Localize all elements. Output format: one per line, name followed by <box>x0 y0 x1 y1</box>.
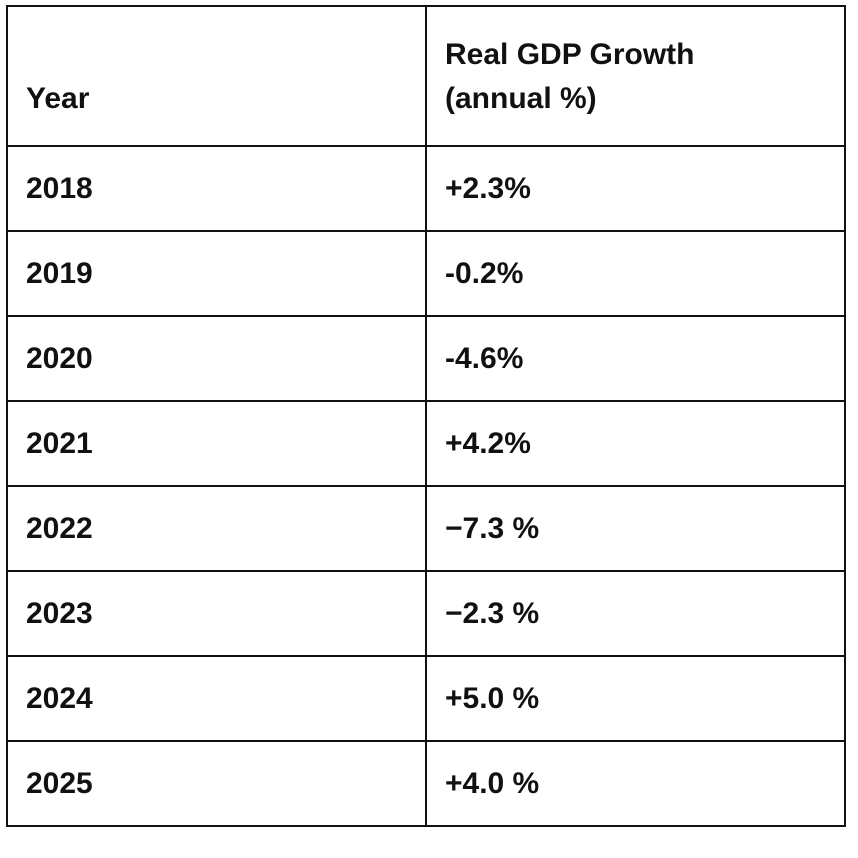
growth-cell: −7.3 % <box>425 485 846 572</box>
header-row: Year Real GDP Growth (annual %) <box>6 5 846 147</box>
table-head: Year Real GDP Growth (annual %) <box>6 5 846 147</box>
year-cell: 2024 <box>6 655 427 742</box>
growth-cell: -4.6% <box>425 315 846 402</box>
table-row: 2021 +4.2% <box>6 400 846 487</box>
table-body: 2018 +2.3% 2019 -0.2% 2020 -4.6% 2021 +4.2% 2022… <box>6 145 846 827</box>
table-row: 2024 +5.0 % <box>6 655 846 742</box>
table-row: 2018 +2.3% <box>6 145 846 232</box>
growth-cell: -0.2% <box>425 230 846 317</box>
year-cell: 2023 <box>6 570 427 657</box>
year-cell: 2018 <box>6 145 427 232</box>
year-cell: 2020 <box>6 315 427 402</box>
growth-cell: +4.2% <box>425 400 846 487</box>
gdp-table: Year Real GDP Growth (annual %) 2018 +2.3… <box>6 5 846 827</box>
year-cell: 2021 <box>6 400 427 487</box>
table-row: 2023 −2.3 % <box>6 570 846 657</box>
table-row: 2019 -0.2% <box>6 230 846 317</box>
year-cell: 2019 <box>6 230 427 317</box>
growth-cell: −2.3 % <box>425 570 846 657</box>
header-cell: Real GDP Growth (annual %) <box>425 5 846 147</box>
growth-cell: +4.0 % <box>425 740 846 827</box>
growth-cell: +5.0 % <box>425 655 846 742</box>
year-cell: 2025 <box>6 740 427 827</box>
header-text: Real GDP Growth (annual %) <box>445 38 695 115</box>
growth-cell: +2.3% <box>425 145 846 232</box>
table-row: 2020 -4.6% <box>6 315 846 402</box>
year-cell: 2022 <box>6 485 427 572</box>
table-row: 2025 +4.0 % <box>6 740 846 827</box>
table-row: 2022 −7.3 % <box>6 485 846 572</box>
header-text: Year <box>26 82 90 115</box>
header-cell: Year <box>6 5 427 147</box>
